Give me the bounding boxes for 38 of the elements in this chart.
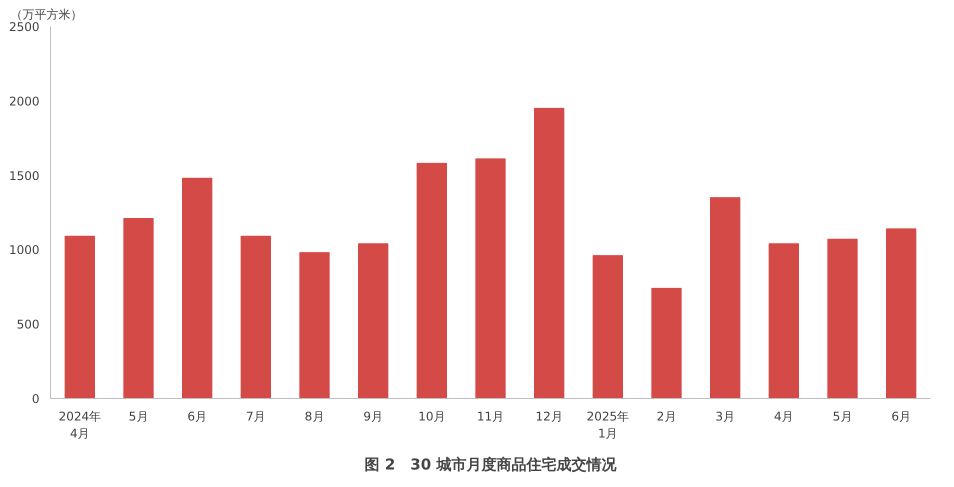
bar [886,228,916,398]
y-tick-label: 1000 [8,243,40,258]
bar [768,243,799,398]
bar [651,288,682,398]
x-tick-label: 7月 [246,410,266,424]
bar [475,158,506,398]
x-tick-label: 12月 [536,410,563,424]
bar [299,252,330,398]
y-tick-label: 1500 [8,168,40,183]
bar [534,108,564,398]
bar [416,162,447,398]
x-tick-label: 4月 [774,410,794,424]
bar [123,218,154,398]
y-tick-label: 500 [16,318,40,332]
x-tick-label: 10月 [418,410,446,424]
bar [592,255,623,398]
y-axis-title: （万平方米） [10,8,82,22]
x-tick-label: 6月 [891,410,911,424]
x-tick-label: 9月 [363,410,383,424]
x-tick-label: 2025年 1月 [586,410,630,440]
bar [710,197,740,398]
bar [827,238,858,398]
y-tick-label: 2000 [8,94,40,108]
x-tick-label: 6月 [187,410,207,424]
x-tick-label: 3月 [715,410,735,424]
x-tick-label: 8月 [304,410,324,424]
x-tick-label: 5月 [128,410,148,424]
x-tick-label: 11月 [476,410,504,424]
text: 图 2 30 城市月度商品住宅成交情况 [364,456,618,474]
x-tick-label: 2月 [656,410,676,424]
bar [358,243,388,398]
bar [64,236,95,398]
y-tick-label: 0 [32,392,40,406]
x-tick-label: 5月 [832,410,852,424]
bar [240,236,271,398]
bar [182,178,212,398]
x-tick-label: 2024年 4月 [58,410,102,440]
y-tick-label: 2500 [8,20,40,34]
